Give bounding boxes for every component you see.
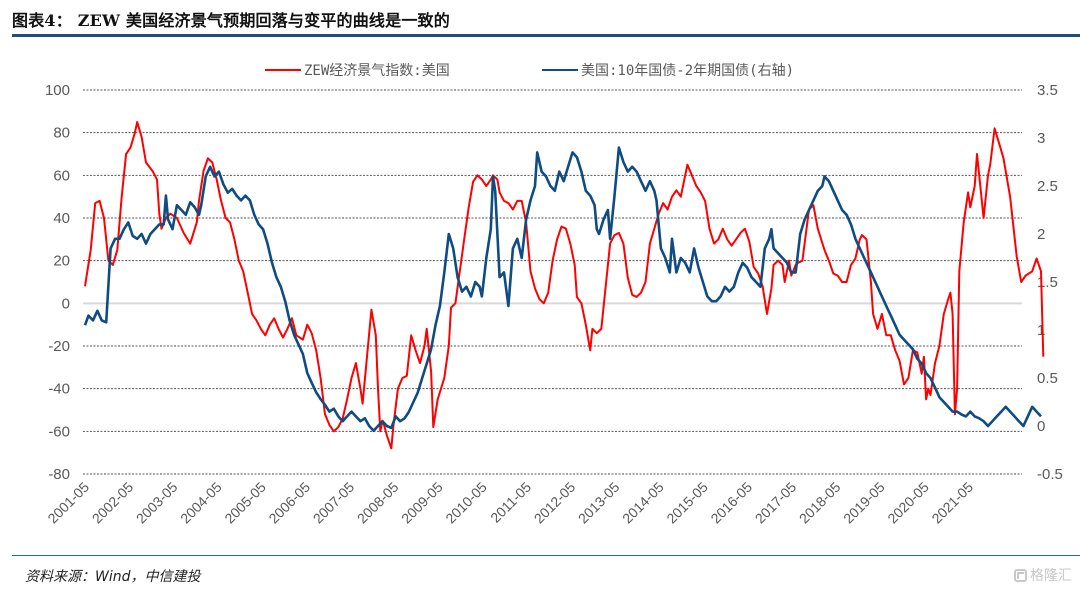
series-line-zew [84, 121, 1045, 450]
legend-label-spread: 美国:10年国债-2年期国债(右轴) [581, 63, 794, 79]
x-tick-label: 2012-05 [531, 479, 579, 527]
y-right-tick-label: 3 [1037, 130, 1045, 147]
x-tick-label: 2020-05 [884, 479, 932, 527]
x-tick-label: 2004-05 [177, 479, 225, 527]
y-right-tick-label: 2 [1037, 226, 1045, 243]
chart-title: 图表4： ZEW 美国经济景气预期回落与变平的曲线是一致的 [12, 11, 450, 30]
watermark: 格隆汇 [1014, 565, 1072, 585]
y-left-tick-label: -40 [48, 381, 70, 398]
y-right-tick-label: -0.5 [1037, 466, 1063, 483]
source-note: 资料来源：Wind，中信建投 [25, 569, 201, 585]
grid-lines [83, 89, 1022, 475]
title-rule [12, 34, 1080, 37]
x-tick-label: 2014-05 [619, 479, 667, 527]
y-right-tick-label: 0 [1037, 418, 1045, 435]
y-left-tick-label: 100 [45, 82, 70, 99]
x-tick-label: 2021-05 [928, 479, 976, 527]
x-tick-label: 2001-05 [44, 479, 92, 527]
y-left-tick-label: 80 [53, 125, 70, 142]
x-tick-label: 2011-05 [487, 479, 534, 526]
x-tick-label: 2010-05 [442, 479, 490, 527]
y-left-tick-label: 0 [62, 295, 70, 312]
y-left-tick-label: -20 [48, 338, 70, 355]
y-left-tick-label: 60 [53, 167, 70, 184]
y-right-tick-label: 3.5 [1037, 82, 1058, 99]
x-tick-label: 2019-05 [840, 479, 888, 527]
legend-label-zew: ZEW经济景气指数:美国 [304, 63, 450, 79]
x-tick-label: 2018-05 [796, 479, 844, 527]
x-tick-label: 2002-05 [89, 479, 137, 527]
x-axis: 2001-052002-052003-052004-052005-052006-… [44, 479, 976, 527]
x-tick-label: 2005-05 [221, 479, 269, 527]
legend: ZEW经济景气指数:美国 美国:10年国债-2年期国债(右轴) [265, 63, 794, 79]
x-tick-label: 2007-05 [310, 479, 358, 527]
series-line-spread [83, 146, 1042, 433]
x-tick-label: 2017-05 [752, 479, 800, 527]
y-left-tick-label: 40 [53, 210, 70, 227]
watermark-text: 格隆汇 [1030, 568, 1072, 584]
x-tick-label: 2003-05 [133, 479, 181, 527]
y-left-tick-label: 20 [53, 253, 70, 270]
y-axis-right: 3.5 3 2.5 2 1.5 1 0.5 0 -0.5 [1037, 82, 1063, 483]
footer-rule [12, 555, 1080, 556]
y-left-tick-label: -60 [48, 423, 70, 440]
x-tick-label: 2013-05 [575, 479, 623, 527]
y-axis-left: 100 80 60 40 20 0 -20 -40 -60 -80 [45, 82, 70, 483]
x-tick-label: 2015-05 [663, 479, 711, 527]
y-left-tick-label: -80 [48, 466, 70, 483]
series-lines [83, 121, 1045, 450]
y-right-tick-label: 0.5 [1037, 370, 1058, 387]
x-tick-label: 2008-05 [354, 479, 402, 527]
y-right-tick-label: 1 [1037, 322, 1045, 339]
x-tick-label: 2016-05 [707, 479, 755, 527]
y-right-tick-label: 1.5 [1037, 274, 1058, 291]
x-tick-label: 2006-05 [265, 479, 313, 527]
x-tick-label: 2009-05 [398, 479, 446, 527]
y-right-tick-label: 2.5 [1037, 178, 1058, 195]
watermark-logo-icon [1014, 568, 1027, 582]
